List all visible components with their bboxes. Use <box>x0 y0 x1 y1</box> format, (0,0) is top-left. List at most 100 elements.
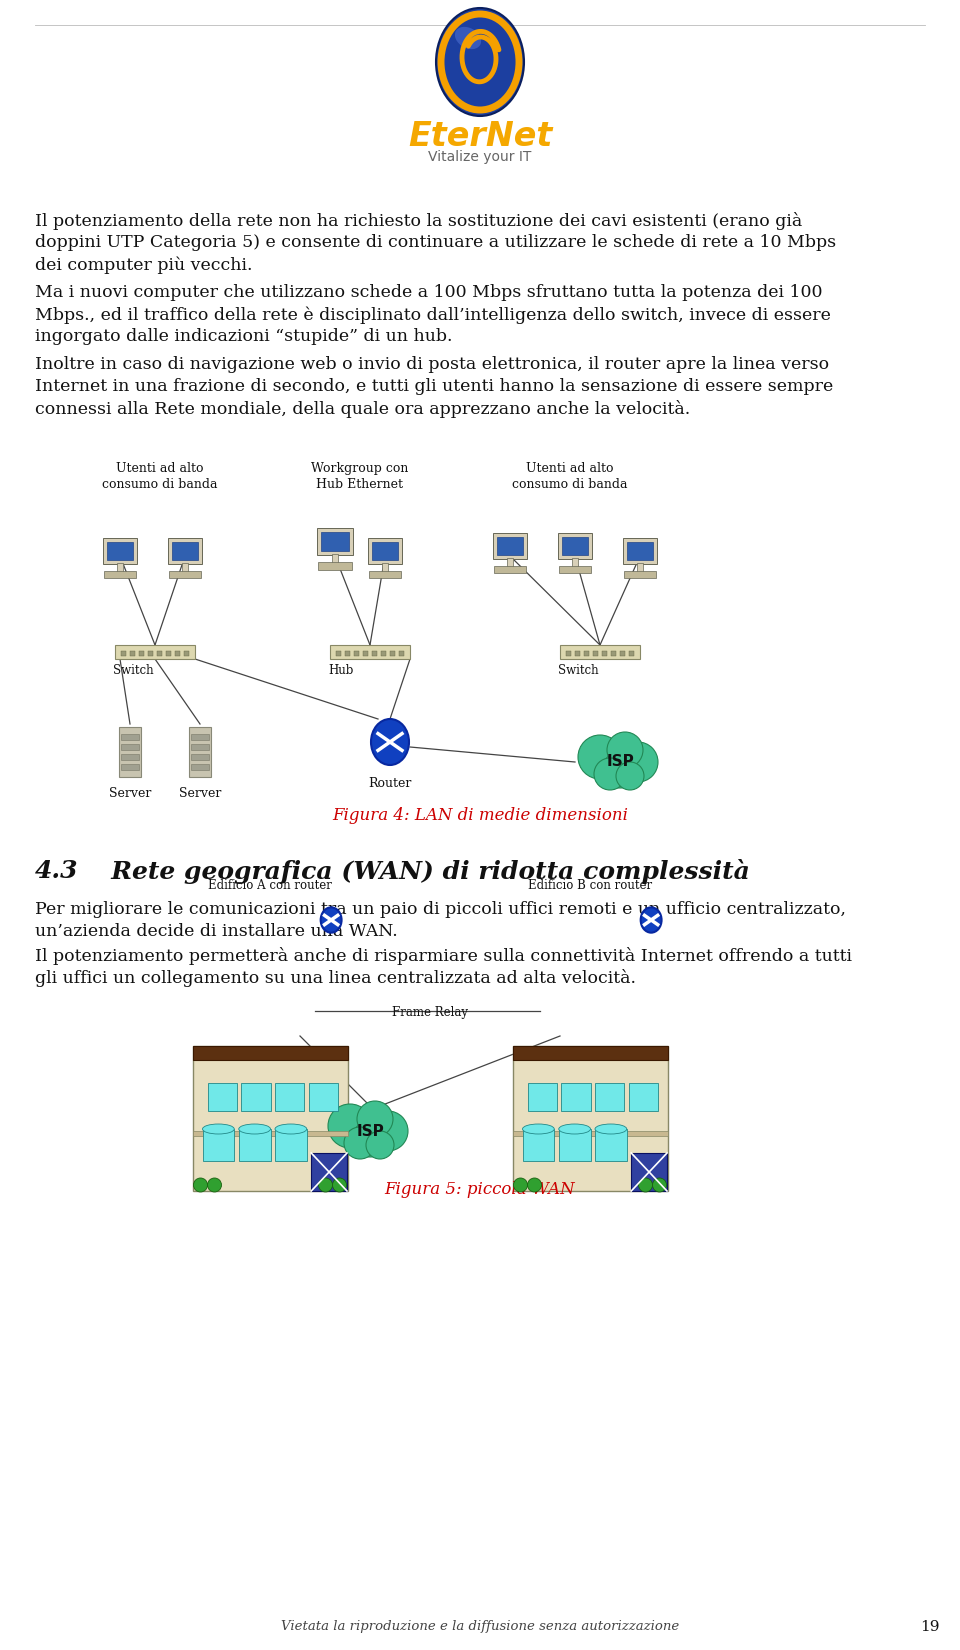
Text: Ma i nuovi computer che utilizzano schede a 100 Mbps sfruttano tutta la potenza : Ma i nuovi computer che utilizzano sched… <box>35 284 823 300</box>
Text: consumo di banda: consumo di banda <box>513 478 628 492</box>
Bar <box>562 1084 590 1110</box>
Bar <box>175 652 180 657</box>
Bar <box>330 645 410 658</box>
Bar <box>560 645 640 658</box>
Bar <box>121 764 139 769</box>
Bar <box>191 764 209 769</box>
Text: Per migliorare le comunicazioni tra un paio di piccoli uffici remoti e un uffici: Per migliorare le comunicazioni tra un p… <box>35 901 846 917</box>
Bar <box>193 1046 348 1191</box>
Text: Switch: Switch <box>113 663 154 676</box>
Text: Router: Router <box>369 777 412 790</box>
Bar <box>363 652 368 657</box>
Circle shape <box>578 734 622 779</box>
Text: Vietata la riproduzione e la diffusione senza autorizzazione: Vietata la riproduzione e la diffusione … <box>281 1620 679 1634</box>
Circle shape <box>602 752 638 789</box>
Bar <box>172 541 198 559</box>
Bar <box>318 563 351 569</box>
Bar <box>121 754 139 759</box>
Bar <box>309 1084 338 1110</box>
Bar <box>121 652 126 657</box>
Bar <box>317 528 353 554</box>
Text: Utenti ad alto: Utenti ad alto <box>526 462 613 475</box>
Bar <box>119 728 141 777</box>
Ellipse shape <box>371 719 409 766</box>
Bar <box>494 566 526 573</box>
Bar <box>207 1084 237 1110</box>
Bar <box>336 652 341 657</box>
Bar <box>584 652 589 657</box>
Ellipse shape <box>455 26 481 50</box>
Bar <box>169 571 201 578</box>
Bar <box>399 652 404 657</box>
Bar <box>322 531 348 551</box>
Text: Frame Relay: Frame Relay <box>392 1006 468 1020</box>
Ellipse shape <box>321 908 342 932</box>
Ellipse shape <box>559 1124 590 1134</box>
Bar <box>191 734 209 739</box>
Bar <box>527 1084 557 1110</box>
Bar <box>381 652 386 657</box>
Bar <box>241 1084 271 1110</box>
Ellipse shape <box>203 1124 234 1134</box>
Bar <box>390 652 395 657</box>
Bar <box>522 1129 554 1162</box>
Bar <box>513 1130 667 1135</box>
Circle shape <box>332 1178 347 1191</box>
Bar <box>637 563 643 573</box>
Circle shape <box>357 1101 393 1137</box>
Bar <box>566 652 571 657</box>
Bar <box>629 652 634 657</box>
Bar <box>497 536 523 554</box>
Bar <box>121 734 139 739</box>
Circle shape <box>366 1130 394 1158</box>
Circle shape <box>344 1127 376 1158</box>
Text: ingorgato dalle indicazioni “stupide” di un hub.: ingorgato dalle indicazioni “stupide” di… <box>35 328 452 345</box>
Circle shape <box>653 1178 666 1191</box>
Bar <box>493 533 527 559</box>
Bar <box>275 1084 304 1110</box>
Text: EterNet: EterNet <box>408 120 552 153</box>
Circle shape <box>194 1178 207 1191</box>
Bar <box>332 554 338 564</box>
Bar <box>558 533 592 559</box>
Circle shape <box>638 1178 653 1191</box>
Text: Workgroup con: Workgroup con <box>311 462 409 475</box>
Text: 4.3: 4.3 <box>35 860 79 883</box>
Bar <box>166 652 171 657</box>
Circle shape <box>618 742 658 782</box>
Ellipse shape <box>595 1124 627 1134</box>
Bar <box>575 652 580 657</box>
Circle shape <box>328 1104 372 1148</box>
Bar <box>627 541 653 559</box>
Bar <box>184 652 189 657</box>
Text: Utenti ad alto: Utenti ad alto <box>116 462 204 475</box>
Text: Edificio B con router: Edificio B con router <box>528 879 652 893</box>
Bar <box>104 571 136 578</box>
Bar <box>191 744 209 749</box>
Bar <box>275 1129 307 1162</box>
Text: Server: Server <box>108 787 151 800</box>
Bar <box>595 1129 627 1162</box>
Bar <box>239 1129 271 1162</box>
Bar <box>507 558 513 568</box>
Bar <box>623 538 657 564</box>
Bar <box>139 652 144 657</box>
Bar <box>157 652 162 657</box>
Text: connessi alla Rete mondiale, della quale ora apprezzano anche la velocità.: connessi alla Rete mondiale, della quale… <box>35 399 690 417</box>
Bar <box>372 652 377 657</box>
Text: 19: 19 <box>921 1620 940 1634</box>
Bar <box>369 571 401 578</box>
Circle shape <box>207 1178 222 1191</box>
Circle shape <box>616 762 644 790</box>
Circle shape <box>368 1110 408 1152</box>
Text: Switch: Switch <box>558 663 599 676</box>
Text: Figura 4: LAN di medie dimensioni: Figura 4: LAN di medie dimensioni <box>332 807 628 823</box>
Bar <box>382 563 388 573</box>
Bar <box>632 1153 667 1191</box>
Bar <box>611 652 616 657</box>
Circle shape <box>607 733 643 767</box>
Bar <box>168 538 202 564</box>
Bar <box>130 652 135 657</box>
Bar <box>311 1153 347 1191</box>
Text: doppini UTP Categoria 5) e consente di continuare a utilizzare le schede di rete: doppini UTP Categoria 5) e consente di c… <box>35 234 836 251</box>
